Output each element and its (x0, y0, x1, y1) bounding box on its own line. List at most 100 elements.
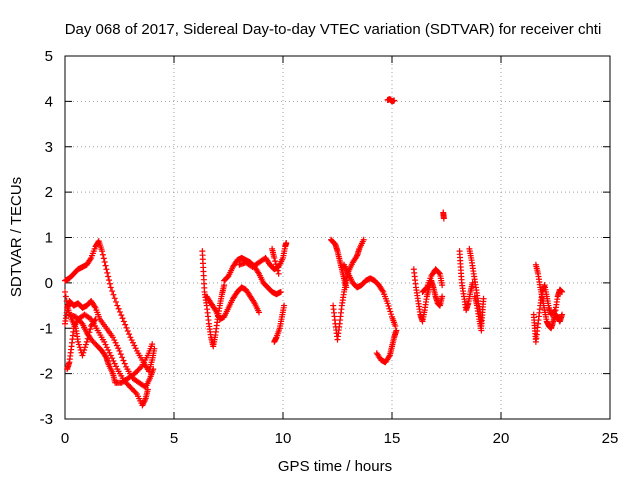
data-point (480, 295, 487, 302)
data-point (107, 284, 114, 291)
data-point (144, 386, 151, 393)
data-point (79, 352, 86, 359)
data-point (128, 385, 135, 392)
data-point (106, 277, 113, 284)
y-axis-label: SDTVAR / TECUs (8, 177, 25, 297)
data-point (131, 342, 138, 349)
data-point (113, 342, 120, 349)
data-point (103, 266, 110, 273)
data-point (551, 308, 558, 315)
data-point (255, 269, 262, 276)
data-point (119, 354, 126, 361)
data-point (86, 329, 93, 336)
x-tick-labels: 0 5 10 15 20 25 (61, 430, 619, 447)
x-tick-label: 25 (602, 430, 619, 447)
data-point (106, 349, 113, 356)
data-point (127, 384, 134, 391)
data-point (123, 324, 130, 331)
data-point (81, 347, 88, 354)
data-point (256, 309, 263, 316)
data-point (120, 318, 127, 325)
data-point (109, 355, 116, 362)
data-point (112, 339, 119, 346)
data-point (122, 321, 129, 328)
data-point (392, 322, 399, 329)
data-point (391, 97, 398, 104)
data-point (121, 360, 128, 367)
data-point (353, 254, 360, 261)
data-point (273, 261, 280, 268)
data-point (91, 303, 98, 310)
data-point (116, 347, 123, 354)
data-point (126, 382, 133, 389)
data-point (559, 288, 566, 295)
data-point (388, 311, 395, 318)
data-point (89, 337, 96, 344)
data-point (110, 357, 117, 364)
data-point (384, 300, 391, 307)
grid-lines (65, 56, 610, 419)
data-point (103, 344, 110, 351)
y-tick-label: -3 (40, 411, 53, 428)
data-point (139, 402, 146, 409)
data-point (115, 305, 122, 312)
data-point (92, 316, 99, 323)
data-point (385, 303, 392, 310)
data-point (379, 287, 386, 294)
data-point (106, 280, 113, 287)
y-tick-label: 0 (45, 275, 53, 292)
data-point (90, 339, 97, 346)
data-point (140, 401, 147, 408)
data-point (62, 288, 68, 295)
data-point (115, 345, 122, 352)
data-point (134, 367, 141, 374)
data-point (272, 258, 279, 265)
data-point (114, 302, 121, 309)
data-point (107, 352, 114, 359)
data-point (130, 386, 137, 393)
x-tick-label: 5 (170, 430, 178, 447)
data-point (119, 315, 126, 322)
x-tick-label: 0 (61, 430, 69, 447)
data-point (440, 215, 447, 222)
data-point (99, 251, 106, 258)
x-tick-label: 20 (493, 430, 510, 447)
data-point (101, 259, 108, 266)
data-point (74, 315, 81, 322)
data-point (87, 326, 94, 333)
y-tick-label: -1 (40, 320, 53, 337)
data-point (387, 308, 394, 315)
data-point (80, 349, 87, 356)
y-tick-label: 4 (45, 93, 53, 110)
data-point (136, 365, 143, 372)
data-point (277, 288, 284, 295)
data-point (76, 317, 83, 324)
data-point (149, 341, 156, 348)
data-point (105, 347, 112, 354)
chart-title: Day 068 of 2017, Sidereal Day-to-day VTE… (65, 21, 602, 38)
data-point (117, 351, 124, 358)
data-point (63, 298, 70, 305)
data-point (385, 353, 392, 360)
data-point (127, 334, 134, 341)
y-tick-label: 5 (45, 48, 53, 65)
data-point (126, 331, 133, 338)
data-point (102, 341, 109, 348)
data-points (62, 96, 566, 409)
data-point (85, 332, 92, 339)
data-point (283, 239, 290, 246)
data-point (84, 335, 91, 342)
data-point (75, 338, 82, 345)
data-point (393, 327, 400, 334)
data-point (423, 285, 430, 292)
data-point (75, 341, 82, 348)
data-point (72, 313, 79, 320)
data-point (250, 298, 257, 305)
data-point (133, 369, 140, 376)
data-point (150, 366, 157, 373)
data-point (102, 353, 109, 360)
data-point (62, 293, 69, 300)
data-point (140, 399, 147, 406)
data-point (105, 273, 112, 280)
data-point (559, 311, 566, 318)
